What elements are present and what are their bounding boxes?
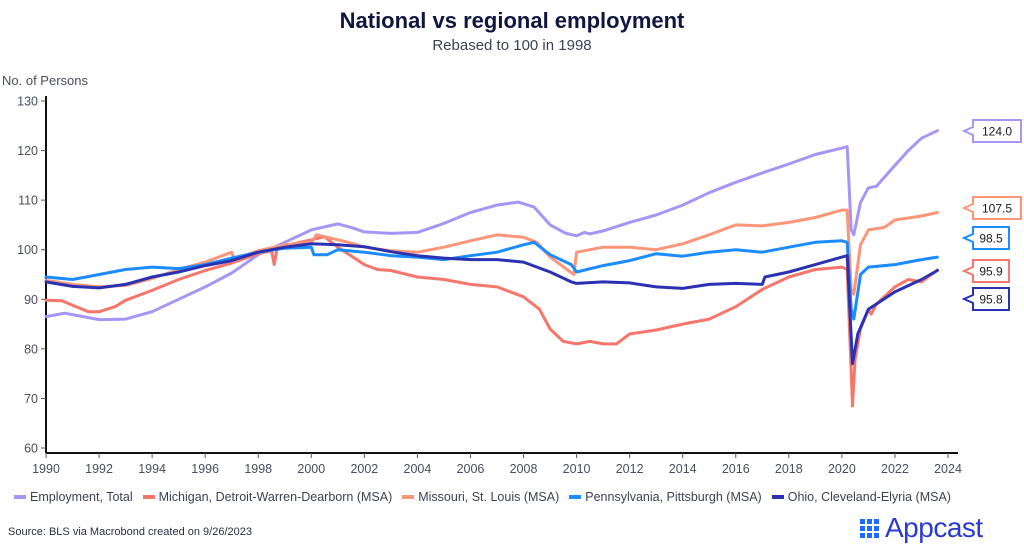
axes: 60 70 80 90 100 110 120 130 1990 1992 1994 1996 1998… bbox=[17, 95, 962, 477]
chart-title: National vs regional employment bbox=[339, 8, 685, 33]
x-tick-label: 2020 bbox=[828, 462, 856, 476]
x-tick-label: 1998 bbox=[244, 462, 272, 476]
legend-item-0: Employment, Total bbox=[14, 490, 133, 504]
legend-label: Employment, Total bbox=[30, 490, 133, 504]
end-label-3: 98.5 bbox=[961, 226, 1010, 250]
legend-item-2: Missouri, St. Louis (MSA) bbox=[402, 490, 559, 504]
logo-text: Appcast bbox=[885, 512, 983, 543]
end-label-value: 95.8 bbox=[979, 293, 1003, 307]
y-tick-label: 120 bbox=[17, 144, 38, 158]
logo-dots-icon bbox=[860, 518, 879, 538]
y-tick-label: 130 bbox=[17, 95, 38, 109]
legend-item-1: Michigan, Detroit-Warren-Dearborn (MSA) bbox=[142, 490, 393, 504]
y-tick-label: 90 bbox=[24, 293, 38, 307]
appcast-logo: Appcast bbox=[860, 512, 983, 544]
source-note: Source: BLS via Macrobond created on 9/2… bbox=[8, 526, 252, 538]
end-labels: 124.0 95.9 107.5 98.5 95.8 bbox=[961, 119, 1022, 311]
end-label-value: 124.0 bbox=[982, 125, 1012, 139]
x-tick-label: 1992 bbox=[85, 462, 113, 476]
series-line-4 bbox=[44, 242, 939, 366]
x-tick-label: 2014 bbox=[669, 462, 697, 476]
legend-swatch bbox=[142, 495, 155, 499]
x-tick-label: 1996 bbox=[191, 462, 219, 476]
x-tick-label: 1990 bbox=[32, 462, 60, 476]
legend-label: Missouri, St. Louis (MSA) bbox=[418, 490, 560, 504]
x-tick-label: 2000 bbox=[297, 462, 325, 476]
legend-swatch bbox=[771, 495, 784, 499]
x-tick-label: 2018 bbox=[775, 462, 803, 476]
y-tick-label: 100 bbox=[17, 243, 38, 257]
x-tick-label: 2008 bbox=[510, 462, 538, 476]
end-label-value: 98.5 bbox=[979, 232, 1003, 246]
end-label-value: 107.5 bbox=[982, 202, 1012, 216]
x-tick-label: 2002 bbox=[350, 462, 378, 476]
y-axis-label: No. of Persons bbox=[2, 73, 88, 88]
legend-item-3: Pennsylvania, Pittsburgh (MSA) bbox=[569, 490, 762, 504]
x-tick-label: 2004 bbox=[404, 462, 432, 476]
y-tick-label: 110 bbox=[18, 194, 38, 208]
legend-swatch bbox=[569, 495, 582, 499]
legend-label: Ohio, Cleveland-Elyria (MSA) bbox=[787, 490, 951, 504]
series-line-0 bbox=[44, 129, 939, 322]
y-tick-label: 80 bbox=[24, 342, 38, 356]
legend-swatch bbox=[402, 495, 415, 499]
legend-item-4: Ohio, Cleveland-Elyria (MSA) bbox=[771, 490, 951, 504]
end-label-0: 124.0 bbox=[961, 119, 1022, 143]
legend-swatch bbox=[14, 495, 26, 499]
x-tick-label: 1994 bbox=[138, 462, 166, 476]
end-label-2: 107.5 bbox=[961, 196, 1022, 220]
x-tick-label: 2022 bbox=[881, 462, 909, 476]
end-label-box bbox=[961, 196, 1022, 220]
end-label-1: 95.9 bbox=[961, 259, 1010, 283]
series-layer bbox=[44, 129, 939, 408]
end-label-value: 95.9 bbox=[979, 265, 1003, 279]
x-tick-label: 2006 bbox=[457, 462, 485, 476]
end-label-box bbox=[961, 259, 1010, 283]
x-tick-label: 2012 bbox=[616, 462, 644, 476]
legend: Employment, Total Michigan, Detroit-Warre… bbox=[14, 490, 1014, 504]
series-line-1 bbox=[44, 235, 939, 408]
series-line-3 bbox=[44, 239, 939, 321]
end-label-box bbox=[961, 119, 1022, 143]
end-label-box bbox=[961, 226, 1010, 250]
x-tick-label: 2010 bbox=[563, 462, 591, 476]
y-tick-label: 60 bbox=[24, 442, 38, 456]
x-tick-label: 2016 bbox=[722, 462, 750, 476]
end-label-box bbox=[961, 287, 1010, 311]
x-tick-label: 2024 bbox=[934, 462, 962, 476]
legend-label: Michigan, Detroit-Warren-Dearborn (MSA) bbox=[158, 490, 393, 504]
chart-subtitle: Rebased to 100 in 1998 bbox=[432, 37, 592, 54]
y-tick-label: 70 bbox=[24, 392, 38, 406]
legend-label: Pennsylvania, Pittsburgh (MSA) bbox=[585, 490, 762, 504]
end-label-4: 95.8 bbox=[961, 287, 1010, 311]
